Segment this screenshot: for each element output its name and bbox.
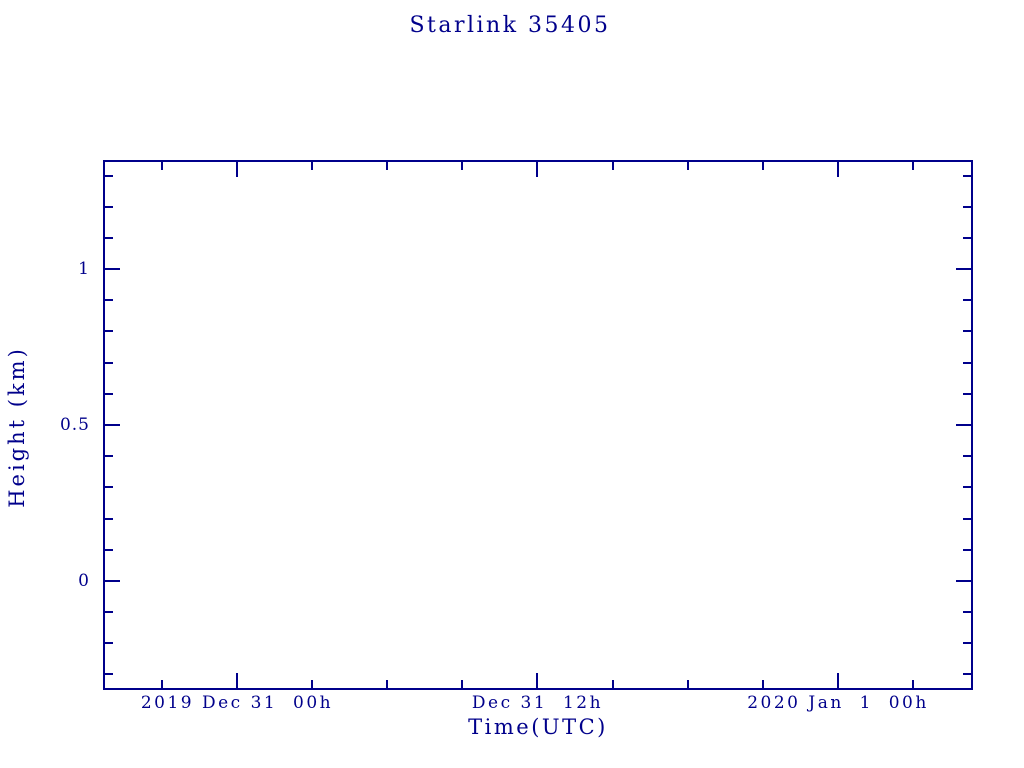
x-major-tick — [837, 162, 840, 177]
y-minor-tick — [105, 611, 113, 614]
y-minor-tick — [105, 330, 113, 333]
y-minor-tick — [105, 236, 113, 239]
x-major-tick — [536, 673, 539, 688]
y-minor-tick — [105, 455, 113, 458]
x-minor-tick — [311, 162, 314, 170]
x-tick-label: 2020 Jan 1 00h — [747, 693, 929, 713]
y-minor-tick — [963, 174, 971, 177]
y-minor-tick — [963, 205, 971, 208]
y-minor-tick — [105, 205, 113, 208]
x-minor-tick — [386, 162, 389, 170]
y-major-tick — [105, 424, 120, 426]
y-tick-label: 0 — [78, 570, 90, 591]
x-minor-tick — [686, 162, 689, 170]
x-minor-tick — [311, 680, 314, 688]
y-minor-tick — [105, 299, 113, 302]
y-tick-label: 1 — [78, 259, 90, 280]
x-minor-tick — [160, 680, 163, 688]
y-minor-tick — [963, 517, 971, 520]
x-minor-tick — [461, 680, 464, 688]
y-minor-tick — [105, 486, 113, 489]
y-minor-tick — [105, 517, 113, 520]
y-minor-tick — [105, 174, 113, 177]
y-minor-tick — [963, 611, 971, 614]
x-minor-tick — [611, 680, 614, 688]
x-tick-label: Dec 31 12h — [471, 693, 604, 713]
y-minor-tick — [105, 361, 113, 364]
y-major-tick — [105, 579, 120, 582]
x-minor-tick — [761, 680, 764, 688]
y-minor-tick — [963, 455, 971, 458]
y-minor-tick — [105, 548, 113, 551]
y-minor-tick — [963, 236, 971, 239]
y-major-tick — [105, 268, 120, 271]
y-minor-tick — [963, 299, 971, 302]
y-minor-tick — [963, 361, 971, 364]
chart-title: Starlink 35405 — [409, 13, 611, 38]
y-minor-tick — [963, 673, 971, 676]
y-minor-tick — [963, 330, 971, 333]
x-minor-tick — [761, 162, 764, 170]
x-tick-label: 2019 Dec 31 00h — [140, 693, 334, 713]
x-minor-tick — [912, 162, 915, 170]
x-major-tick — [235, 162, 238, 177]
y-minor-tick — [963, 392, 971, 395]
y-tick-label: 0.5 — [59, 415, 90, 435]
y-minor-tick — [105, 642, 113, 645]
x-major-tick — [837, 673, 840, 688]
x-major-tick — [536, 162, 539, 177]
x-axis-label: Time(UTC) — [468, 715, 608, 739]
y-minor-tick — [963, 642, 971, 645]
x-minor-tick — [386, 680, 389, 688]
plot-area — [103, 160, 973, 690]
x-major-tick — [235, 673, 238, 688]
y-minor-tick — [963, 548, 971, 551]
x-minor-tick — [686, 680, 689, 688]
x-minor-tick — [160, 162, 163, 170]
y-minor-tick — [963, 486, 971, 489]
x-minor-tick — [912, 680, 915, 688]
x-minor-tick — [611, 162, 614, 170]
y-major-tick — [956, 268, 971, 271]
y-major-tick — [956, 579, 971, 582]
x-minor-tick — [461, 162, 464, 170]
y-minor-tick — [105, 392, 113, 395]
y-major-tick — [956, 424, 971, 426]
y-minor-tick — [105, 673, 113, 676]
